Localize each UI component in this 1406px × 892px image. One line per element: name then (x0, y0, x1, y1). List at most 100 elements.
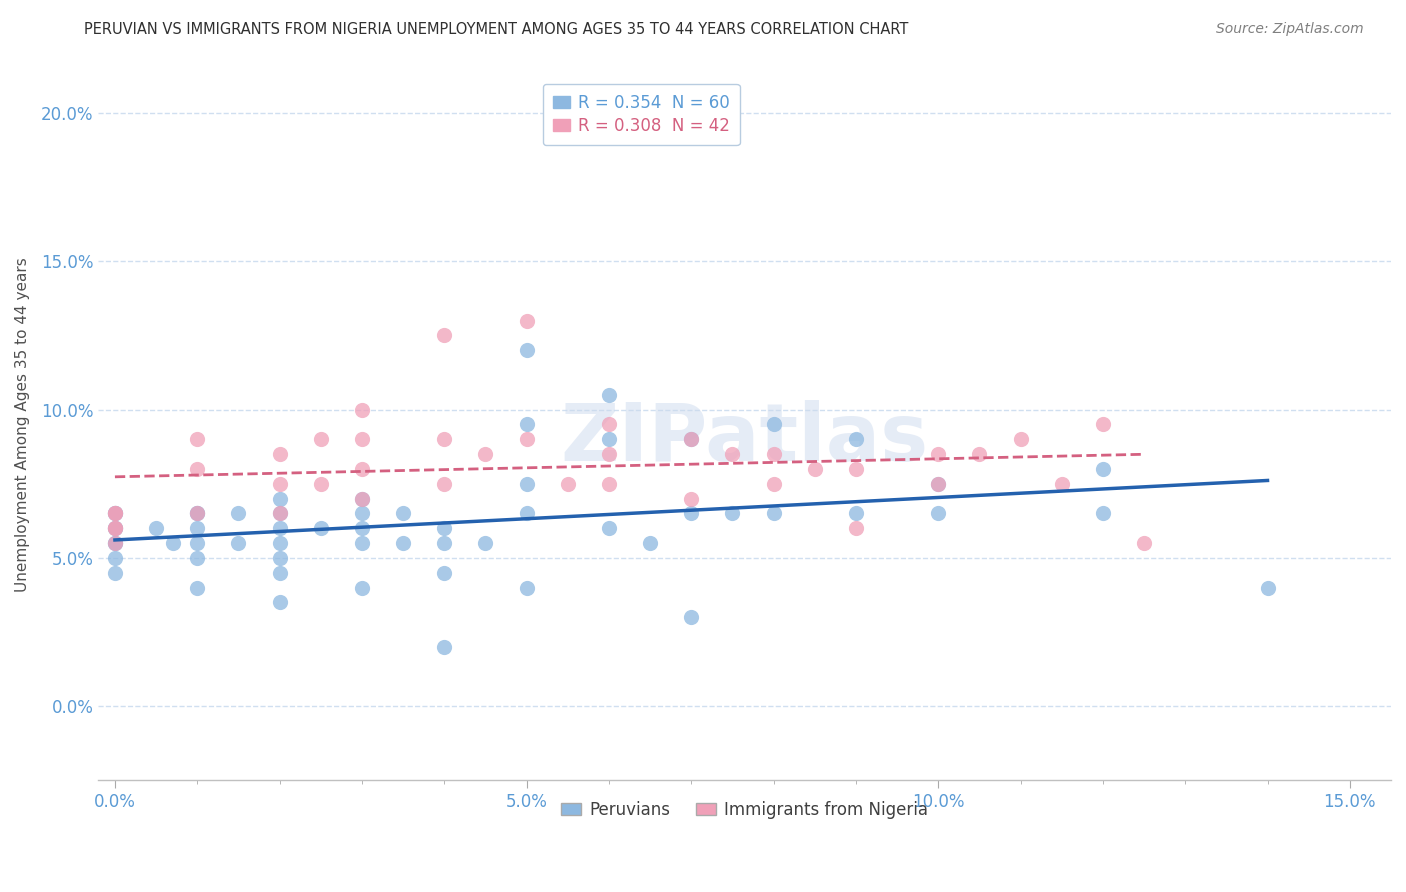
Point (104, 536, 127, 550)
Point (845, 462, 868, 476)
Point (350, 491, 373, 506)
Point (433, 521, 456, 535)
Point (762, 507, 785, 521)
Point (598, 417, 620, 432)
Point (104, 507, 127, 521)
Point (969, 447, 991, 461)
Point (516, 476, 538, 491)
Point (598, 388, 620, 402)
Point (269, 476, 291, 491)
Point (269, 507, 291, 521)
Point (269, 536, 291, 550)
Point (927, 447, 949, 461)
Point (350, 491, 373, 506)
Point (350, 462, 373, 476)
Point (1257, 581, 1279, 595)
Point (681, 432, 703, 446)
Point (598, 432, 620, 446)
Point (186, 462, 208, 476)
Point (1010, 432, 1032, 446)
Point (104, 507, 127, 521)
Point (269, 521, 291, 535)
Point (598, 447, 620, 461)
Point (516, 507, 538, 521)
Point (762, 476, 785, 491)
Point (392, 536, 415, 550)
Point (392, 507, 415, 521)
Point (681, 491, 703, 506)
Point (433, 328, 456, 343)
Point (104, 550, 127, 565)
Point (269, 491, 291, 506)
Point (104, 507, 127, 521)
Point (104, 507, 127, 521)
Point (186, 507, 208, 521)
Point (721, 507, 744, 521)
Point (598, 476, 620, 491)
Point (186, 521, 208, 535)
Point (433, 536, 456, 550)
Point (433, 640, 456, 654)
Point (186, 536, 208, 550)
Point (433, 566, 456, 580)
Point (309, 476, 332, 491)
Point (104, 566, 127, 580)
Text: PERUVIAN VS IMMIGRANTS FROM NIGERIA UNEMPLOYMENT AMONG AGES 35 TO 44 YEARS CORRE: PERUVIAN VS IMMIGRANTS FROM NIGERIA UNEM… (84, 22, 908, 37)
Point (104, 521, 127, 535)
Point (350, 432, 373, 446)
Point (516, 313, 538, 327)
Point (186, 507, 208, 521)
Point (638, 536, 661, 550)
Point (516, 432, 538, 446)
Point (1091, 417, 1114, 432)
Point (269, 550, 291, 565)
Point (845, 432, 868, 446)
Point (186, 581, 208, 595)
Point (433, 476, 456, 491)
Point (228, 536, 250, 550)
Point (927, 476, 949, 491)
Point (845, 521, 868, 535)
Point (228, 507, 250, 521)
Point (309, 521, 332, 535)
Point (681, 432, 703, 446)
Point (186, 432, 208, 446)
Point (927, 476, 949, 491)
Point (433, 432, 456, 446)
Point (104, 536, 127, 550)
Point (681, 507, 703, 521)
Point (269, 447, 291, 461)
Point (350, 521, 373, 535)
Point (350, 402, 373, 417)
Point (474, 536, 496, 550)
Point (350, 581, 373, 595)
Point (350, 536, 373, 550)
Point (145, 521, 167, 535)
Text: ZIPatlas: ZIPatlas (561, 400, 929, 477)
Point (516, 343, 538, 358)
Point (104, 521, 127, 535)
Point (269, 507, 291, 521)
Text: Source: ZipAtlas.com: Source: ZipAtlas.com (1216, 22, 1364, 37)
Point (1091, 462, 1114, 476)
Point (516, 581, 538, 595)
Point (162, 536, 184, 550)
Point (104, 521, 127, 535)
Point (269, 595, 291, 609)
Point (762, 447, 785, 461)
Point (104, 536, 127, 550)
Point (598, 521, 620, 535)
Point (516, 417, 538, 432)
Point (845, 507, 868, 521)
Point (350, 507, 373, 521)
Point (1050, 476, 1073, 491)
Point (474, 447, 496, 461)
Point (1091, 507, 1114, 521)
Point (721, 447, 744, 461)
Point (927, 507, 949, 521)
Point (557, 476, 579, 491)
Y-axis label: Unemployment Among Ages 35 to 44 years: Unemployment Among Ages 35 to 44 years (15, 257, 30, 591)
Point (269, 566, 291, 580)
Legend: Peruvians, Immigrants from Nigeria: Peruvians, Immigrants from Nigeria (555, 794, 935, 825)
Point (681, 610, 703, 624)
